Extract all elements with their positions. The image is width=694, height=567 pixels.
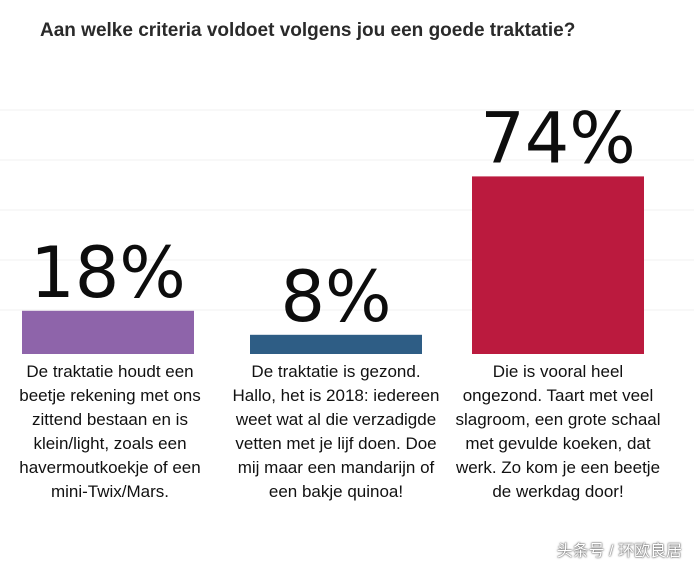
bar-description-healthy: De traktatie is gezond. Hallo, het is 20… [232, 362, 440, 501]
watermark-text: 头条号 / 环欧良居 [556, 543, 682, 560]
bar-2 [472, 176, 644, 354]
chart-title: Aan welke criteria voldoet volgens jou e… [40, 20, 576, 41]
bar-1 [250, 334, 422, 354]
bar-value-label-1: 8% [280, 256, 391, 338]
bar-value-label-0: 18% [30, 232, 186, 314]
bar-description-small-light: De traktatie houdt een beetje rekening m… [19, 362, 201, 501]
bar-description-unhealthy: Die is vooral heel ongezond. Taart met v… [455, 362, 661, 501]
bar-value-label-2: 74% [480, 97, 636, 179]
bar-0 [22, 310, 194, 354]
